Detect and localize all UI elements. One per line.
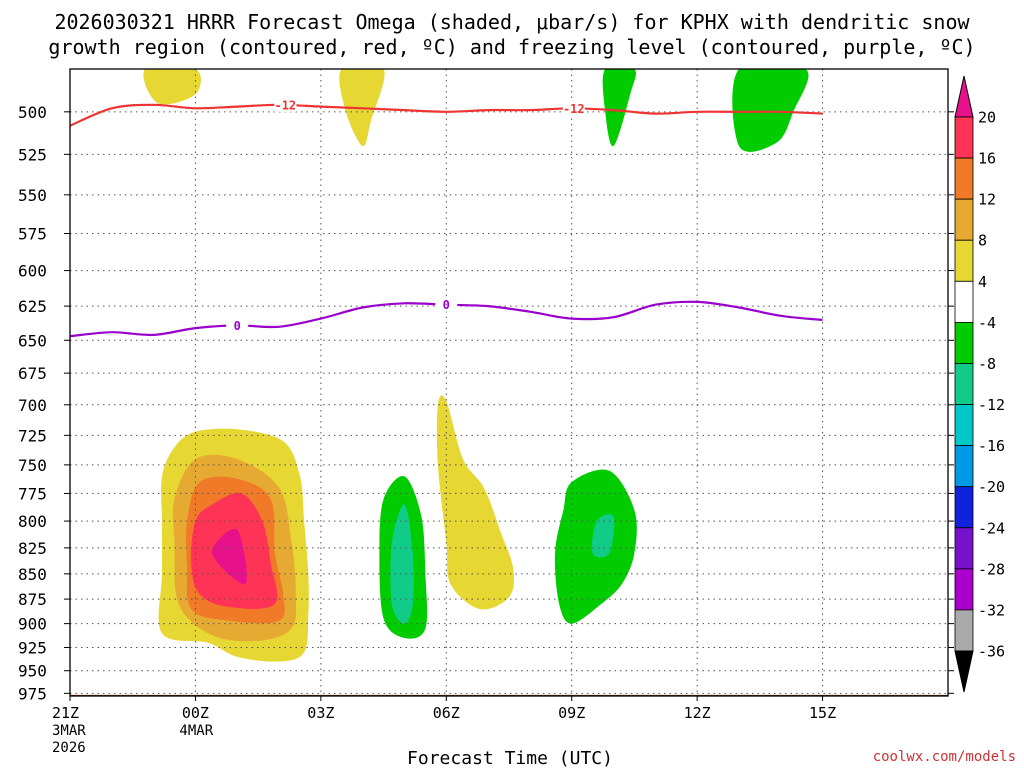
omega-region-0: [143, 69, 201, 105]
colorbar-label-8: -16: [978, 437, 1005, 455]
colorbar-label-4: 4: [978, 273, 987, 291]
x-tick-label-00Z: 00Z: [182, 704, 209, 722]
colorbar-label-2: 12: [978, 191, 996, 209]
credit-text: coolwx.com/models: [873, 749, 1016, 765]
colorbar-label-5: -4: [978, 314, 996, 332]
omega-region-2: [602, 69, 637, 147]
colorbar-label-1: 16: [978, 150, 996, 168]
x-tick-label-06Z: 06Z: [433, 704, 460, 722]
omega-region-8: [212, 528, 247, 585]
colorbar-bottom-triangle: [954, 650, 974, 693]
colorbar-swatch-4: [954, 280, 974, 323]
colorbar-swatch-3: [954, 239, 974, 282]
y-tick-label-800: 800: [18, 512, 47, 531]
y-tick-label-600: 600: [18, 262, 47, 281]
y-tick-label-650: 650: [18, 331, 47, 350]
colorbar-label-0: 20: [978, 109, 996, 127]
freezing-level-0-label-1: 0: [443, 298, 450, 312]
colorbar-label-3: 8: [978, 232, 987, 250]
y-tick-label-675: 675: [18, 364, 47, 383]
y-tick-label-900: 900: [18, 615, 47, 634]
dgz-minus12-label-0: -12: [274, 98, 296, 112]
y-tick-label-700: 700: [18, 396, 47, 415]
colorbar-swatch-10: [954, 527, 974, 570]
y-tick-label-550: 550: [18, 186, 47, 205]
dgz-minus12-label-bg-1: [562, 101, 585, 116]
chart-title-line1: 2026030321 HRRR Forecast Omega (shaded, …: [54, 10, 970, 34]
colorbar-swatch-5: [954, 321, 974, 364]
colorbar-label-10: -24: [978, 519, 1005, 537]
omega-region-9: [436, 395, 514, 610]
chart-title-line2: growth region (contoured, red, ºC) and f…: [48, 35, 975, 59]
colorbar-swatch-9: [954, 486, 974, 529]
x-tick-label-21Z: 21Z: [52, 704, 79, 722]
dgz-minus12-label-1: -12: [563, 102, 585, 116]
colorbar: 20 16 12 8 4 -4 -8 -12 -16 -20 -24 -28 -32 -36: [954, 75, 1005, 693]
colorbar-label-11: -28: [978, 560, 1005, 578]
plot-frame: [69, 68, 949, 697]
colorbar-label-9: -20: [978, 478, 1005, 496]
x-tick-label-03Z: 03Z: [307, 704, 334, 722]
colorbar-swatch-7: [954, 404, 974, 447]
x-tick-sub2-21Z: 2026: [52, 740, 86, 756]
y-tick-label-850: 850: [18, 565, 47, 584]
colorbar-label-6: -8: [978, 355, 996, 373]
contour-lines: -12 -12 0 0: [70, 97, 823, 338]
x-tick-sub1-21Z: 3MAR: [52, 723, 86, 739]
y-tick-label-775: 775: [18, 484, 47, 503]
x-axis-label: Forecast Time (UTC): [407, 748, 613, 768]
y-tick-label-875: 875: [18, 590, 47, 609]
colorbar-swatch-12: [954, 609, 974, 652]
y-tick-label-750: 750: [18, 456, 47, 475]
x-tick-label-12Z: 12Z: [684, 704, 711, 722]
x-tick-label-09Z: 09Z: [558, 704, 585, 722]
omega-shading: [143, 69, 809, 662]
colorbar-swatch-0: [954, 116, 974, 159]
y-tick-label-525: 525: [18, 145, 47, 164]
dgz-minus12-line: [70, 103, 823, 127]
y-tick-label-950: 950: [18, 662, 47, 681]
colorbar-swatch-6: [954, 363, 974, 405]
freezing-level-0-label-0: 0: [234, 319, 241, 333]
y-tick-label-925: 925: [18, 638, 47, 657]
omega-region-11: [390, 504, 414, 624]
y-tick-label-575: 575: [18, 225, 47, 244]
colorbar-swatch-11: [954, 568, 974, 611]
omega-region-13: [591, 514, 615, 558]
y-axis: 500 525 550 575 600 625 650 675 700 725 750 775 800 8…: [18, 103, 954, 703]
colorbar-label-7: -12: [978, 396, 1005, 414]
colorbar-label-12: -32: [978, 601, 1005, 619]
omega-region-3: [732, 69, 809, 152]
omega-region-1: [339, 69, 385, 147]
freezing-level-0-label-bg-0: [226, 318, 249, 333]
y-tick-label-975: 975: [18, 684, 47, 703]
y-tick-label-500: 500: [18, 103, 47, 122]
colorbar-swatch-1: [954, 157, 974, 200]
dgz-minus12-label-bg-0: [274, 97, 297, 112]
freezing-level-0-label-bg-1: [435, 297, 458, 312]
x-tick-sub1-00Z: 4MAR: [179, 723, 213, 739]
colorbar-top-triangle: [954, 75, 974, 118]
colorbar-label-13: -36: [978, 643, 1005, 661]
x-tick-label-15Z: 15Z: [809, 704, 836, 722]
colorbar-swatch-2: [954, 198, 974, 241]
colorbar-swatch-8: [954, 445, 974, 488]
y-tick-label-825: 825: [18, 539, 47, 558]
y-tick-label-725: 725: [18, 426, 47, 445]
y-tick-label-625: 625: [18, 297, 47, 316]
